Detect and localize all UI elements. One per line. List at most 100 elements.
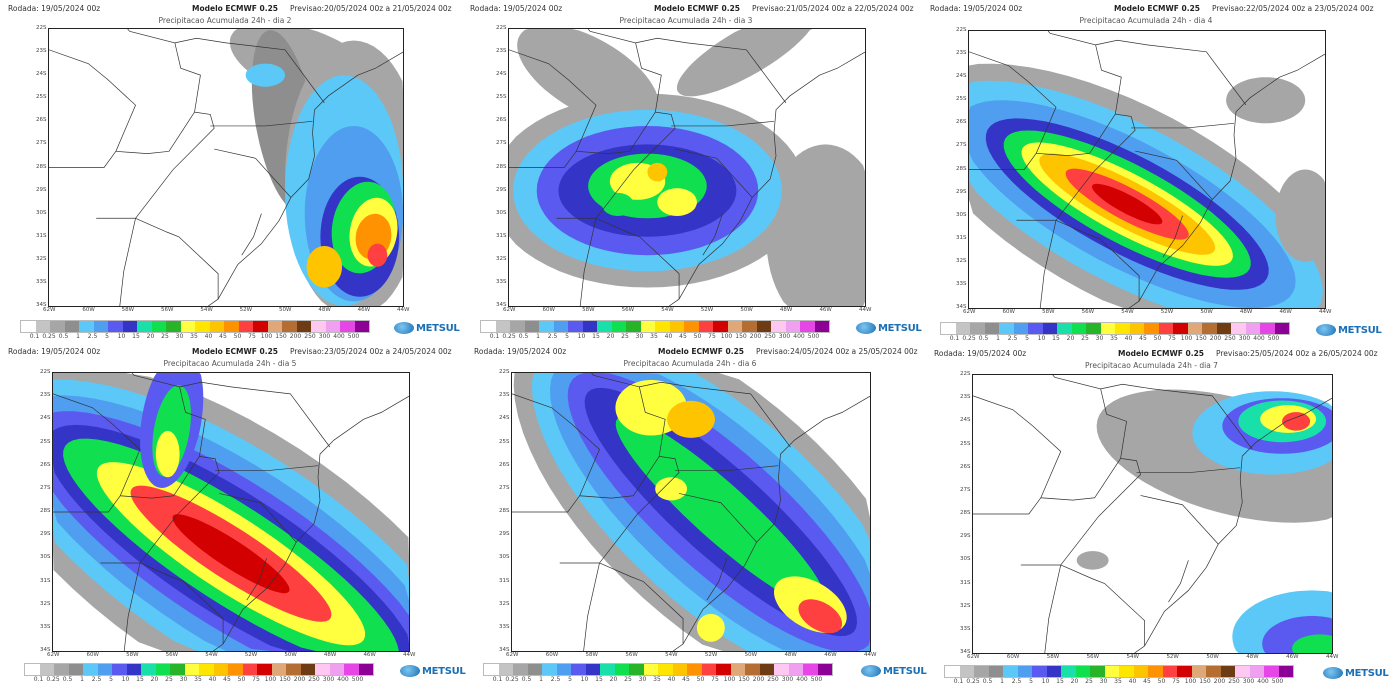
colorbar-label: 5: [1025, 335, 1029, 342]
lat-tick-label: 28S: [40, 508, 51, 514]
metsul-logo: METSUL: [1316, 324, 1382, 336]
colorbar-swatch: [568, 321, 583, 332]
border-line: [671, 120, 775, 127]
border-line: [690, 386, 791, 448]
lon-tick-label: 60W: [1006, 654, 1020, 660]
border-line: [1152, 388, 1253, 450]
colorbar-swatch: [1260, 323, 1275, 334]
border-line: [212, 395, 409, 651]
border-line: [1044, 564, 1062, 653]
lon-tick-label: 44W: [397, 307, 410, 313]
colorbar-swatch: [999, 323, 1014, 334]
lon-tick-label: 60W: [542, 307, 555, 313]
colorbar: [944, 665, 1294, 678]
border-line: [969, 51, 1116, 157]
lon-tick-label: 50W: [284, 652, 297, 658]
border-line: [49, 49, 195, 155]
colorbar-swatch: [527, 664, 542, 675]
colorbar-label: 2.5: [1007, 335, 1018, 342]
colorbar-label: 40: [664, 333, 673, 340]
colorbar-label: 150: [275, 333, 287, 340]
lat-tick-label: 26S: [499, 461, 510, 468]
lon-tick-label: 56W: [161, 307, 174, 313]
lat-tick-label: 32S: [960, 602, 971, 609]
colorbar-label: 30: [175, 333, 184, 340]
colorbar-swatch: [238, 321, 253, 332]
lat-tick-label: 31S: [36, 232, 47, 239]
colorbar-swatch: [1032, 666, 1047, 677]
forecast-period-label: Previsao:24/05/2024 00z a 25/05/2024 00z: [756, 347, 918, 356]
logo-text: METSUL: [1338, 324, 1382, 336]
border-line: [509, 151, 577, 168]
colorbar-swatch: [988, 666, 1003, 677]
lon-tick-label: 48W: [1239, 309, 1253, 315]
colorbar-swatch: [64, 321, 79, 332]
lat-tick-label: 22S: [40, 369, 51, 375]
colorbar-label: 20: [146, 333, 155, 340]
lat-tick-label: 27S: [36, 140, 47, 147]
colorbar-label: 100: [723, 676, 736, 683]
colorbar-swatch: [1119, 666, 1134, 677]
border-line: [512, 393, 660, 499]
forecast-period-label: Previsao:22/05/2024 00z a 23/05/2024 00z: [1212, 4, 1374, 13]
colorbar-label: 15: [1052, 335, 1060, 342]
precipitation-area: [172, 514, 290, 594]
colorbar-swatch: [228, 664, 243, 675]
lat-tick-label: 30S: [956, 211, 967, 218]
colorbar-swatch: [151, 321, 166, 332]
precipitation-area: [367, 243, 388, 267]
colorbar-swatch: [597, 321, 612, 332]
lat-tick-label: 27S: [496, 140, 507, 147]
colorbar-swatch: [213, 664, 228, 675]
colorbar-label: 10: [1041, 678, 1050, 685]
lat-tick-label: 23S: [40, 392, 51, 399]
colorbar-label: 35: [194, 676, 202, 683]
colorbar-label: 0.25: [962, 335, 976, 342]
lon-tick-label: 60W: [86, 652, 99, 658]
colorbar-swatch: [180, 321, 195, 332]
run-date-label: Rodada: 19/05/2024 00z: [474, 347, 567, 356]
colorbar-swatch: [1216, 323, 1231, 334]
lon-tick-label: 52W: [1166, 654, 1179, 660]
lon-tick-label: 62W: [43, 307, 56, 313]
colorbar-swatch: [83, 664, 98, 675]
colorbar-swatch: [184, 664, 199, 675]
globe-icon: [1323, 667, 1343, 679]
precipitation-area: [1275, 169, 1325, 262]
colorbar-label: 30: [179, 676, 188, 683]
border-line: [969, 153, 1037, 170]
lon-tick-label: 46W: [363, 652, 376, 658]
logo-text: METSUL: [422, 665, 466, 677]
precipitation-map: [511, 372, 871, 652]
colorbar-label: 500: [807, 333, 820, 340]
colorbar-swatch: [224, 321, 239, 332]
colorbar-swatch: [1133, 666, 1148, 677]
lat-tick-label: 27S: [499, 484, 510, 491]
lat-tick-label: 30S: [499, 554, 510, 561]
colorbar-label: 0.25: [966, 678, 980, 685]
colorbar-label: 25: [624, 676, 632, 683]
lon-tick-label: 58W: [585, 652, 598, 658]
colorbar-swatch: [756, 321, 771, 332]
border-line: [174, 37, 227, 44]
colorbar-swatch: [745, 664, 760, 675]
colorbar-label: 500: [1271, 678, 1284, 685]
metsul-logo: METSUL: [861, 665, 927, 677]
lat-tick-label: 27S: [40, 484, 51, 491]
lon-tick-label: 44W: [864, 652, 877, 658]
lon-tick-label: 54W: [205, 652, 218, 658]
colorbar-swatch: [817, 664, 832, 675]
colorbar-swatch: [112, 664, 127, 675]
colorbar-label: 75: [248, 333, 256, 340]
border-line: [1128, 53, 1325, 308]
colorbar-label: 0.25: [502, 333, 516, 340]
colorbar-label: 0.25: [42, 333, 56, 340]
border-line: [595, 217, 680, 300]
colorbar-swatch: [571, 664, 586, 675]
border-line: [225, 42, 325, 104]
map-canvas: [969, 31, 1325, 308]
colorbar: [480, 320, 830, 333]
lat-tick-label: 28S: [956, 165, 967, 172]
lat-tick-label: 23S: [956, 50, 967, 57]
